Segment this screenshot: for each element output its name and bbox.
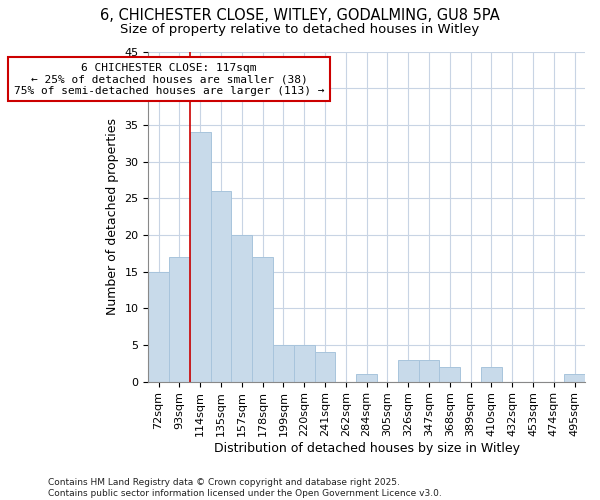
Bar <box>294 345 314 382</box>
Bar <box>398 360 419 382</box>
Bar <box>356 374 377 382</box>
Bar <box>252 257 273 382</box>
Bar <box>419 360 439 382</box>
Text: Size of property relative to detached houses in Witley: Size of property relative to detached ho… <box>121 22 479 36</box>
Bar <box>314 352 335 382</box>
Bar <box>148 272 169 382</box>
Bar <box>169 257 190 382</box>
X-axis label: Distribution of detached houses by size in Witley: Distribution of detached houses by size … <box>214 442 520 455</box>
Text: 6 CHICHESTER CLOSE: 117sqm
← 25% of detached houses are smaller (38)
75% of semi: 6 CHICHESTER CLOSE: 117sqm ← 25% of deta… <box>14 62 324 96</box>
Bar <box>190 132 211 382</box>
Bar <box>439 367 460 382</box>
Bar <box>273 345 294 382</box>
Bar <box>481 367 502 382</box>
Y-axis label: Number of detached properties: Number of detached properties <box>106 118 119 315</box>
Text: Contains HM Land Registry data © Crown copyright and database right 2025.
Contai: Contains HM Land Registry data © Crown c… <box>48 478 442 498</box>
Bar <box>232 235 252 382</box>
Text: 6, CHICHESTER CLOSE, WITLEY, GODALMING, GU8 5PA: 6, CHICHESTER CLOSE, WITLEY, GODALMING, … <box>100 8 500 22</box>
Bar <box>564 374 585 382</box>
Bar <box>211 191 232 382</box>
